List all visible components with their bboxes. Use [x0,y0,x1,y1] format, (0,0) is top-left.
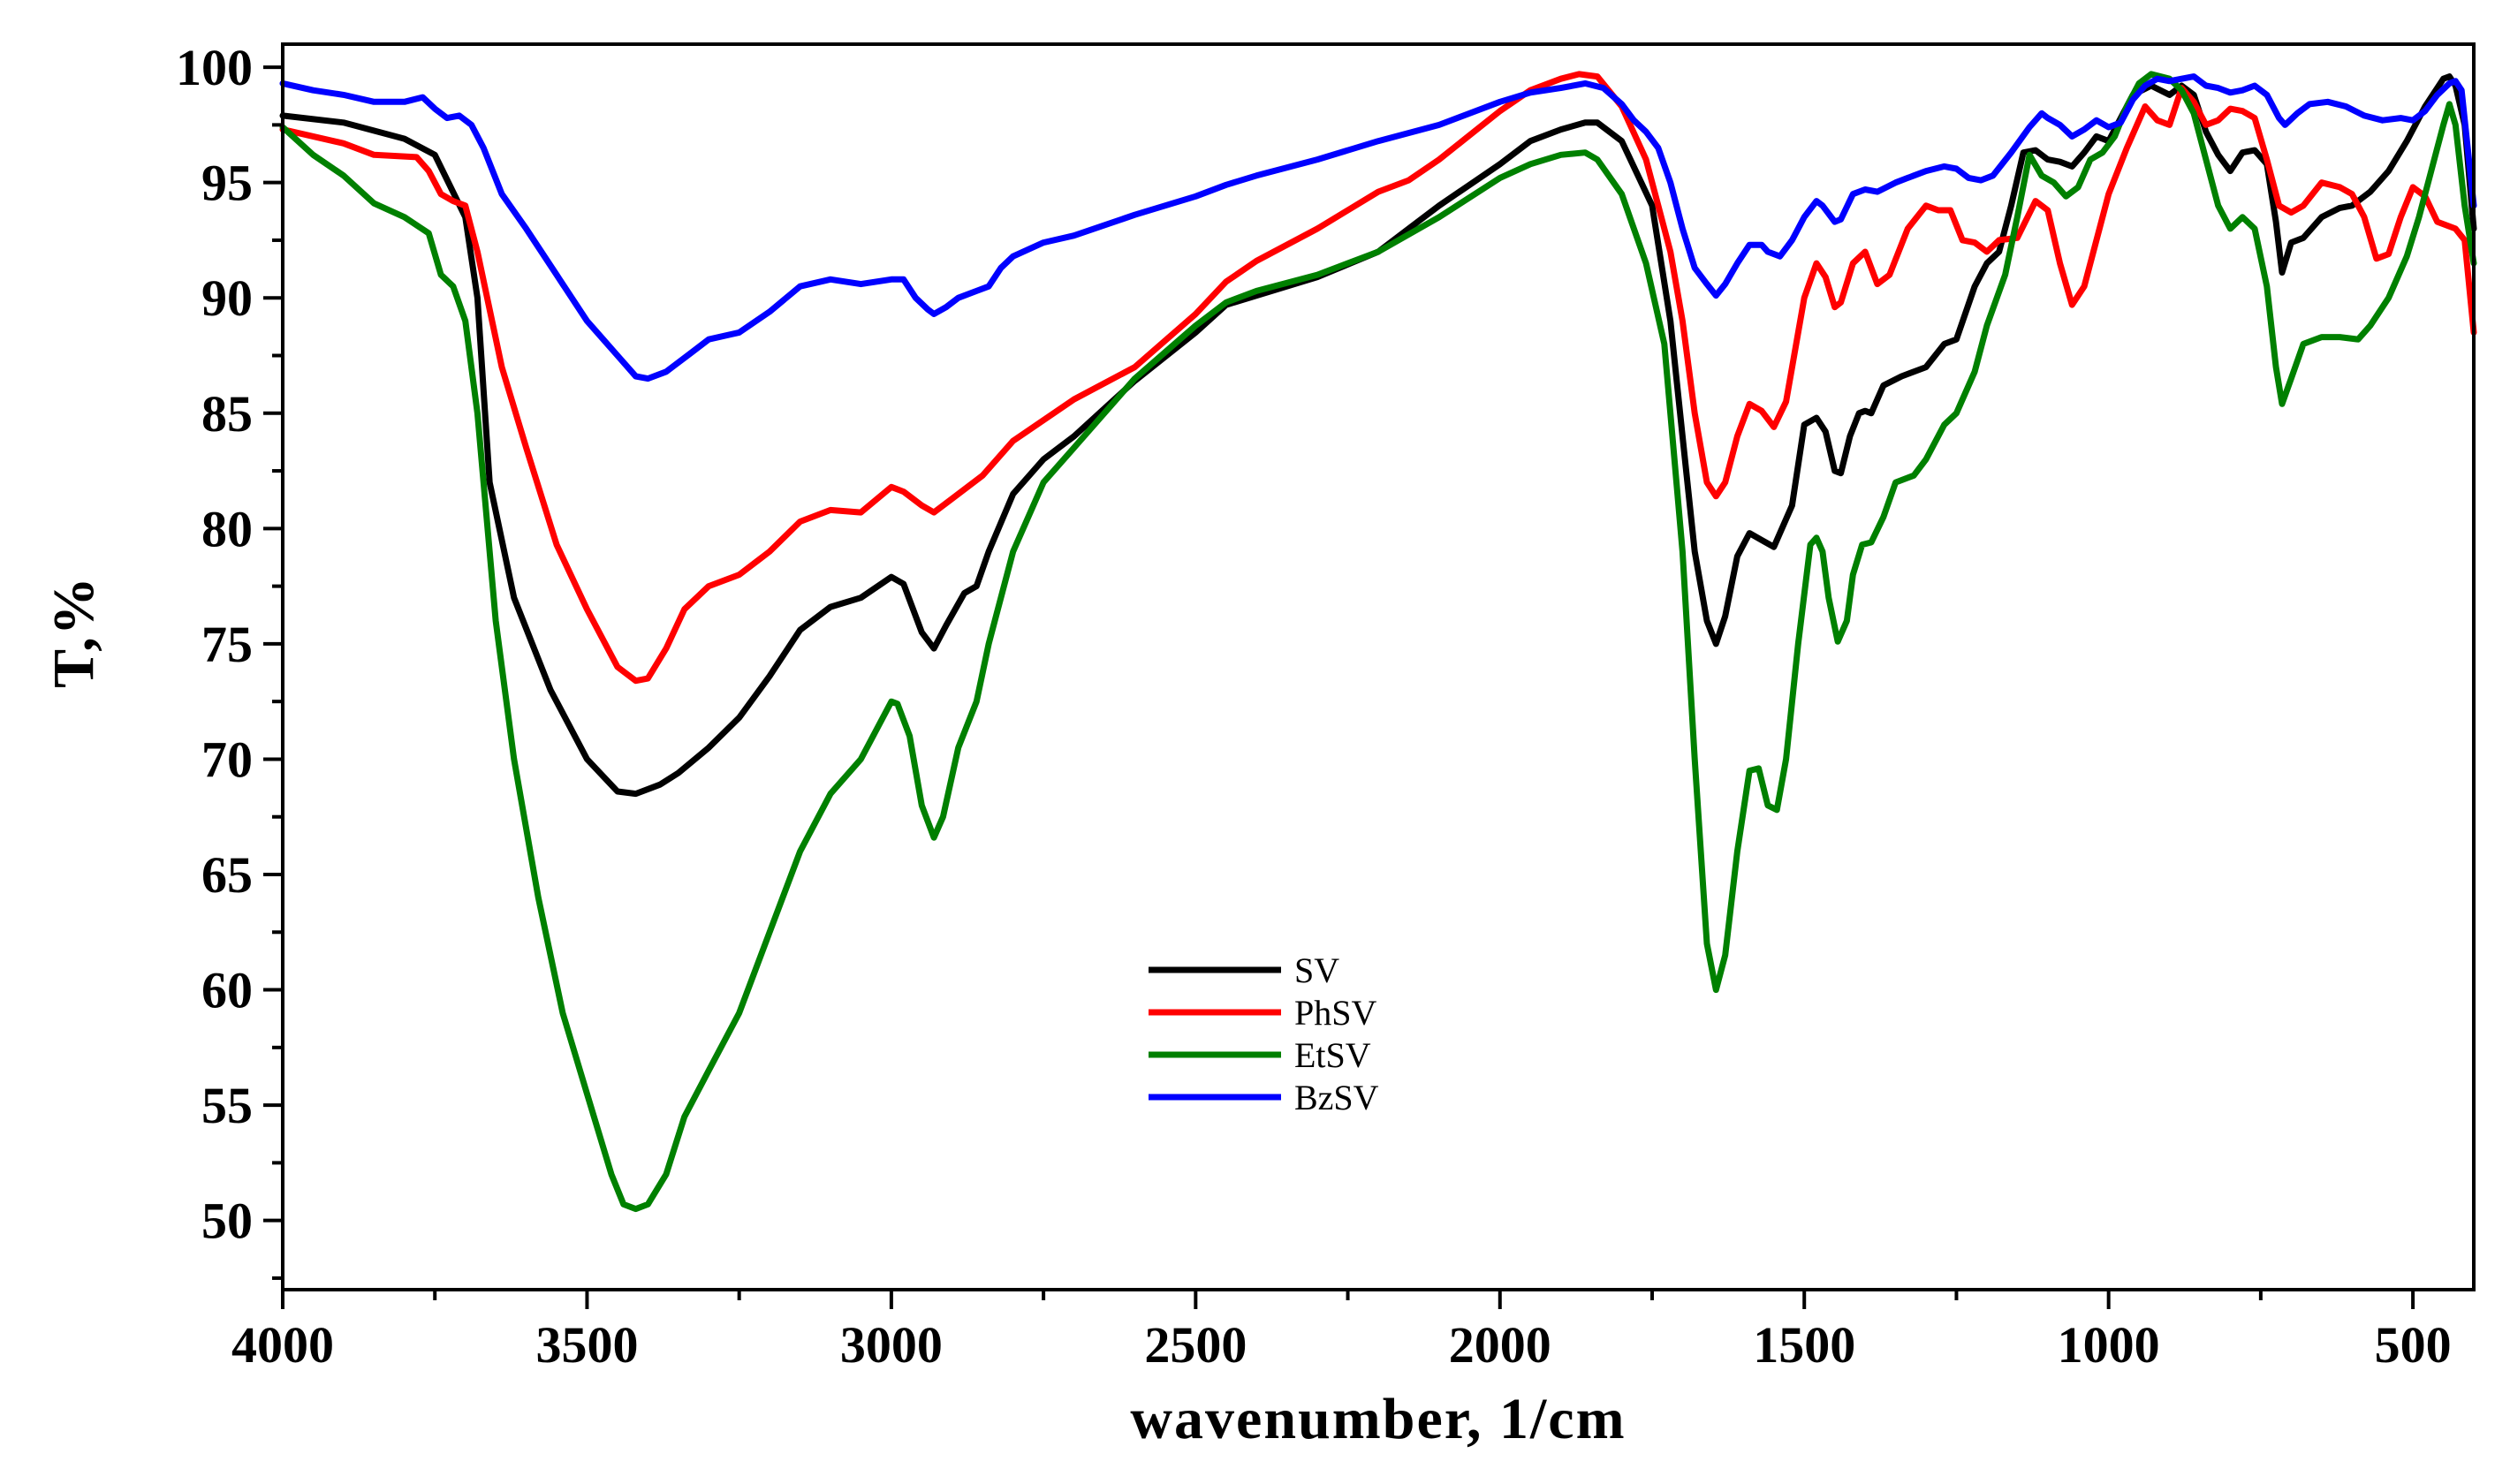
y-tick-label: 85 [201,385,253,443]
legend-label-bzsv: BzSV [1294,1078,1379,1117]
legend-label-sv: SV [1294,950,1339,990]
x-axis-title: wavenumber, 1/cm [1130,1387,1626,1451]
y-tick-label: 65 [201,846,253,904]
y-tick-label: 75 [201,616,253,673]
legend-label-etsv: EtSV [1294,1035,1371,1075]
legend-label-phsv: PhSV [1294,993,1376,1033]
y-tick-label: 100 [176,39,253,96]
y-tick-label: 80 [201,500,253,557]
x-tick-label: 1500 [1753,1316,1855,1374]
y-tick-label: 50 [201,1192,253,1250]
x-tick-label: 2000 [1449,1316,1551,1374]
y-axis-title: T,% [42,575,106,688]
x-tick-label: 2500 [1144,1316,1247,1374]
series-line-etsv [279,71,2477,1213]
y-tick-label: 55 [201,1077,253,1134]
y-tick-label: 90 [201,269,253,327]
x-tick-label: 3500 [535,1316,638,1374]
y-tick-label: 70 [201,731,253,788]
series-line-bzsv [279,73,2477,382]
y-tick-label: 60 [201,962,253,1019]
y-axis-ticks: 50 55 60 65 70 75 80 85 90 95 100 [176,39,283,1280]
x-tick-label: 500 [2375,1316,2452,1374]
x-axis-ticks: 4000 3500 3000 2500 2000 1500 1000 500 [231,1290,2452,1374]
x-tick-label: 1000 [2058,1316,2160,1374]
x-tick-label: 3000 [840,1316,943,1374]
y-tick-label: 95 [201,155,253,212]
series-line-sv [279,73,2477,798]
series-line-phsv [279,71,2477,685]
plot-frame [281,42,2476,1291]
series-layer [279,71,2477,1213]
x-tick-label: 4000 [231,1316,334,1374]
